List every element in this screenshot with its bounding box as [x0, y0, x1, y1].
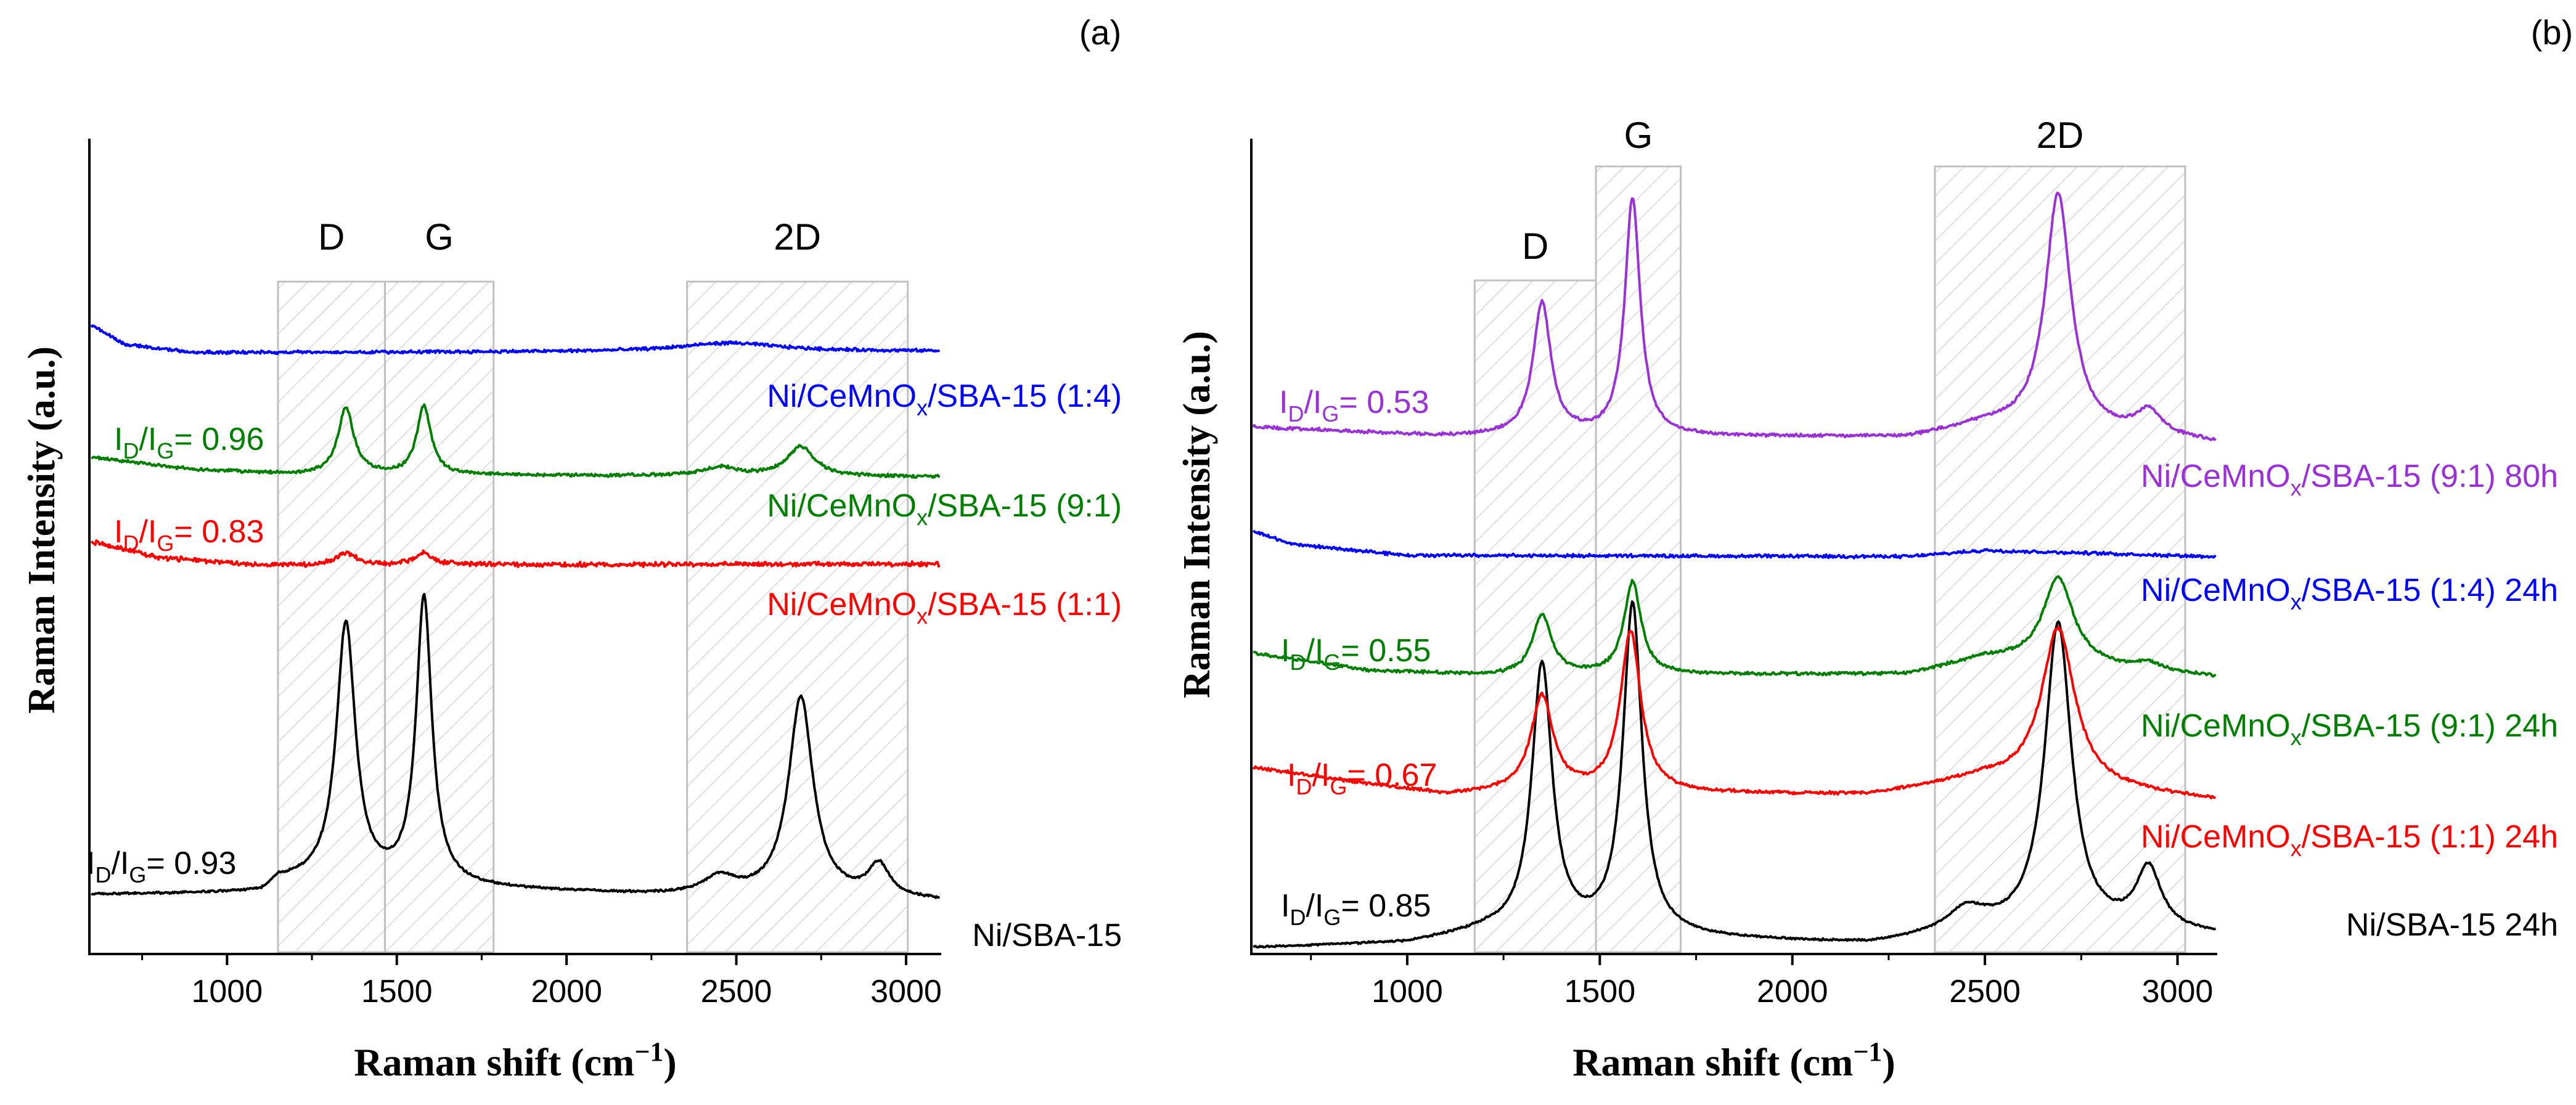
band-region-b-D: [1473, 279, 1597, 953]
ratio-label-a-sba15: ID/IG= 0.93: [86, 846, 236, 887]
band-label-b-D: D: [1522, 226, 1548, 267]
x-tick-label-a-1000: 1000: [191, 974, 263, 1009]
panel-b: (b) D G 2D 1000 1500 2000 2500 3000 Raman shif…: [1176, 13, 2573, 1084]
panel-a: (a) D G 2D 1000 1500 2000 2500 3000 Raman shif…: [21, 13, 1122, 1084]
band-region-b-2D: [1934, 165, 2186, 953]
x-ticks-a: 1000 1500 2000 2500 3000: [141, 954, 942, 1009]
legend-label-a-14: Ni/CeMnOx/SBA-15 (1:4): [767, 378, 1122, 420]
x-tick-label-b-2500: 2500: [1949, 974, 2021, 1009]
band-regions-a: D G 2D: [277, 216, 909, 953]
spectrum-ni-cemno-91-80h: [1252, 192, 2217, 441]
series-group-b: [1252, 192, 2217, 949]
band-label-a-2D: 2D: [774, 216, 821, 258]
x-axis-title-b: Raman shift (cm−1): [1572, 1037, 1895, 1084]
panel-label-b: (b): [2531, 13, 2573, 52]
spectrum-ni-cemno-91: [91, 403, 941, 479]
panel-label-a: (a): [1079, 13, 1121, 52]
x-tick-label-a-1500: 1500: [361, 974, 433, 1009]
x-tick-label-b-1000: 1000: [1372, 974, 1443, 1009]
band-region-a-2D: [686, 280, 909, 953]
legend-label-a-11: Ni/CeMnOx/SBA-15 (1:1): [767, 587, 1122, 629]
x-tick-label-b-2000: 2000: [1757, 974, 1828, 1009]
spectrum-ni-sba15: [90, 593, 940, 899]
band-regions-b: D G 2D: [1473, 115, 2186, 953]
band-label-b-2D: 2D: [2037, 115, 2084, 156]
x-tick-label-b-1500: 1500: [1564, 974, 1635, 1009]
y-axis-title-a: Raman Intensity (a.u.): [21, 346, 63, 714]
legend-label-b-sba15-24h: Ni/SBA-15 24h: [2346, 907, 2558, 943]
x-tick-label-a-2000: 2000: [531, 974, 602, 1009]
band-region-a-D: [277, 280, 386, 953]
spectrum-ni-cemno-11-24h: [1252, 625, 2216, 799]
legend-label-b-91-80h: Ni/CeMnOx/SBA-15 (9:1) 80h: [2141, 459, 2558, 500]
band-region-b-G: [1595, 165, 1682, 953]
spectrum-ni-cemno-11: [90, 539, 941, 568]
ratio-label-a-91: ID/IG= 0.96: [114, 422, 264, 463]
legend-label-b-11-24h: Ni/CeMnOx/SBA-15 (1:1) 24h: [2141, 819, 2558, 861]
band-label-a-G: G: [425, 216, 454, 258]
series-group-a: [90, 324, 941, 899]
x-axis-title-a: Raman shift (cm−1): [354, 1037, 676, 1084]
ratio-label-b-91-24h: ID/IG= 0.55: [1281, 633, 1431, 675]
legend-label-b-91-24h: Ni/CeMnOx/SBA-15 (9:1) 24h: [2141, 708, 2558, 750]
x-ticks-b: 1000 1500 2000 2500 3000: [1310, 954, 2214, 1009]
x-tick-label-a-3000: 3000: [870, 974, 942, 1009]
band-label-b-G: G: [1624, 115, 1653, 156]
ratio-label-b-sba15-24h: ID/IG= 0.85: [1281, 888, 1431, 930]
x-tick-label-a-2500: 2500: [701, 974, 772, 1009]
ratio-label-b-11-24h: ID/IG= 0.67: [1287, 757, 1437, 799]
y-axis-title-b: Raman Intensity (a.u.): [1176, 331, 1218, 698]
spectrum-ni-cemno-14-24h: [1252, 529, 2217, 560]
x-tick-label-b-3000: 3000: [2142, 974, 2214, 1009]
legend-label-a-sba15: Ni/SBA-15: [972, 918, 1122, 953]
band-label-a-D: D: [318, 216, 345, 258]
spectrum-ni-cemno-91-24h: [1253, 575, 2217, 678]
spectrum-ni-cemno-14: [90, 324, 940, 356]
legend-label-b-14-24h: Ni/CeMnOx/SBA-15 (1:4) 24h: [2141, 573, 2558, 614]
ratio-label-b-91-80h: ID/IG= 0.53: [1279, 385, 1429, 426]
band-region-a-G: [383, 280, 495, 953]
ratio-label-a-11: ID/IG= 0.83: [114, 514, 264, 556]
legend-label-a-91: Ni/CeMnOx/SBA-15 (9:1): [767, 488, 1122, 530]
